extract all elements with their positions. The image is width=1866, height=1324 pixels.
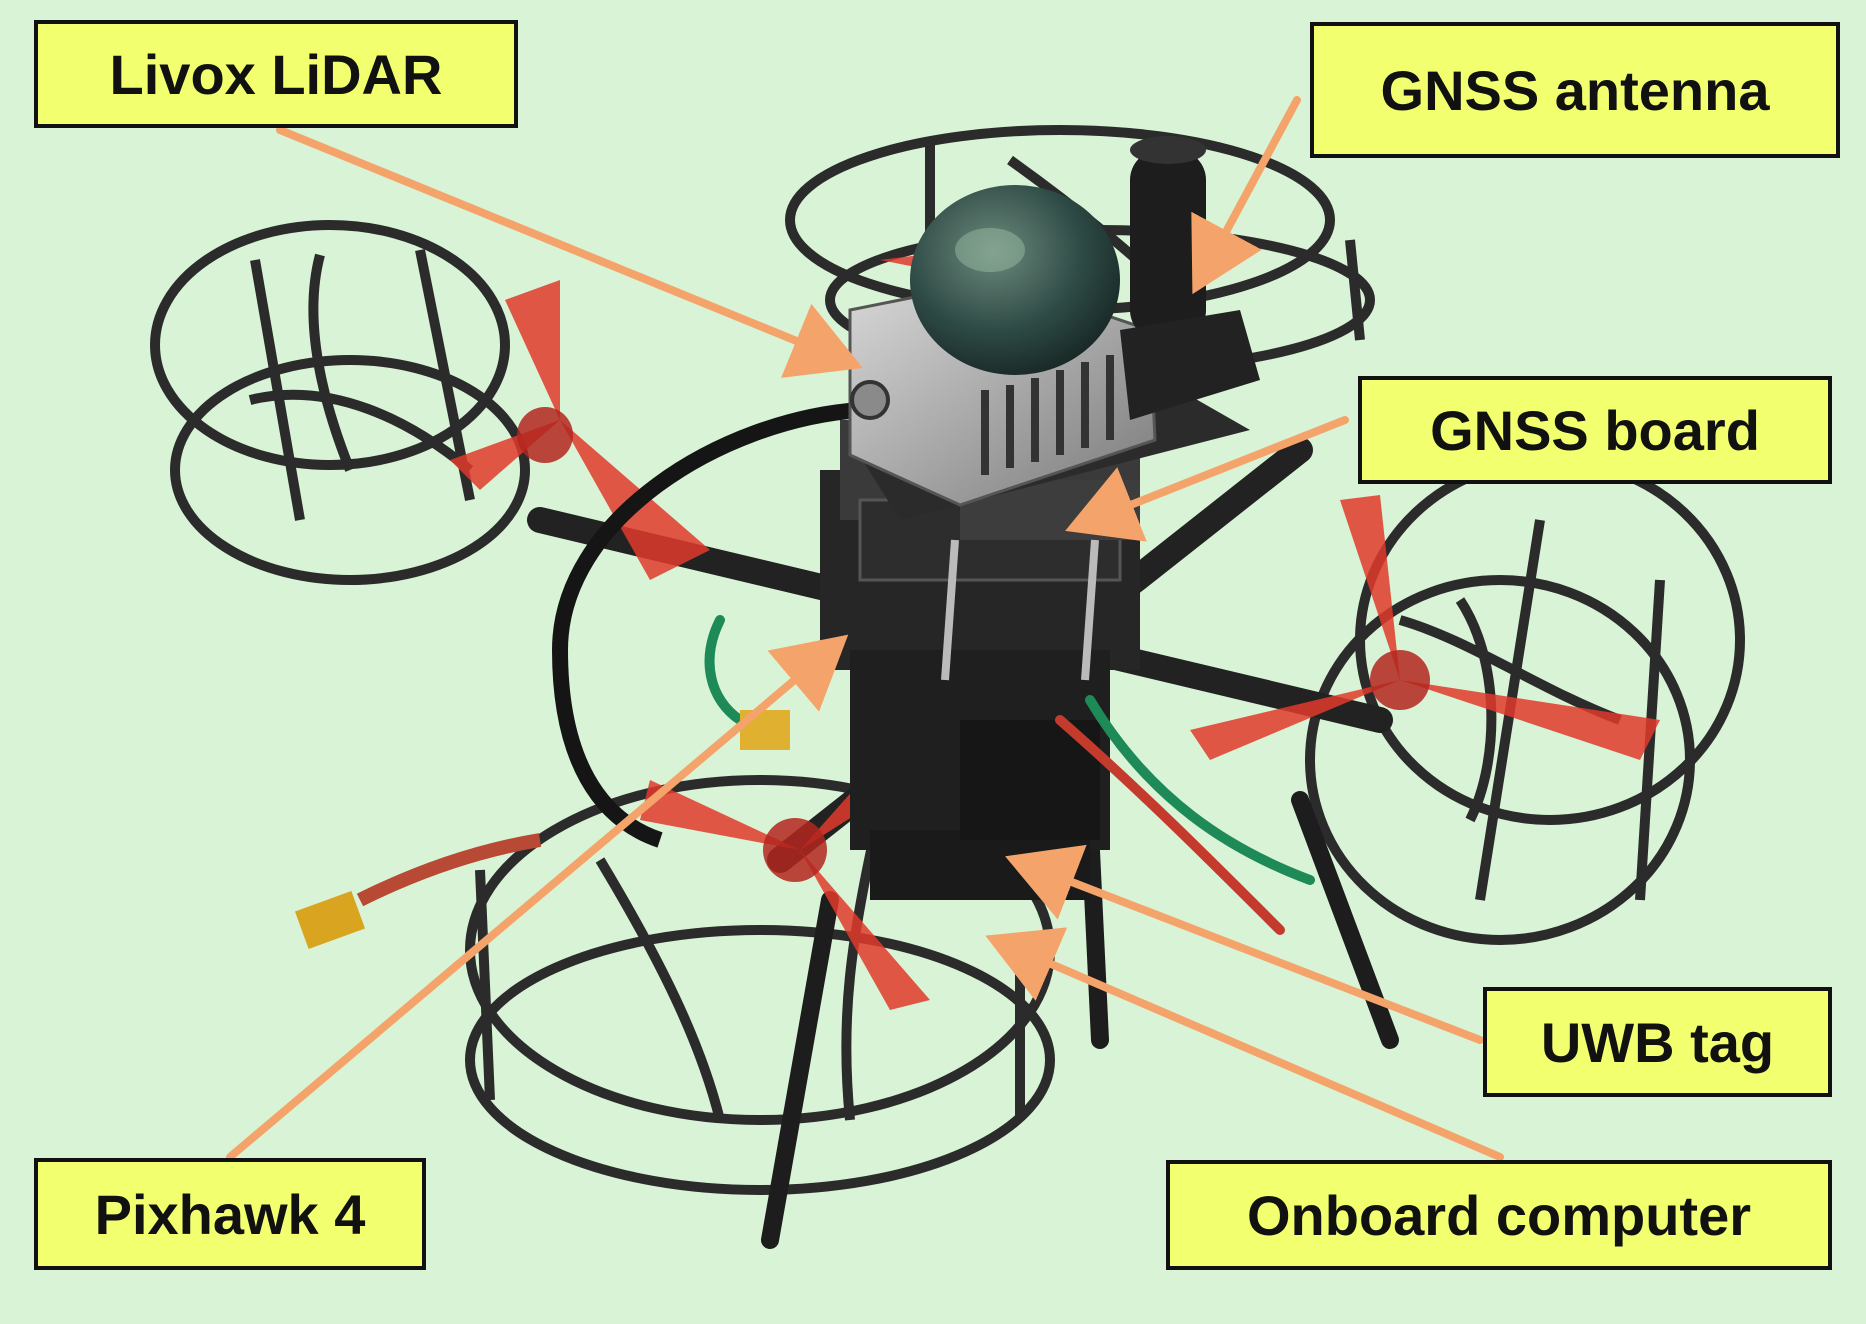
lidar-shape	[848, 185, 1157, 507]
label-onboard-computer: Onboard computer	[1166, 1160, 1832, 1270]
label-livox-lidar: Livox LiDAR	[34, 20, 518, 128]
arrow-gnss-board	[1065, 416, 1349, 542]
arrow-onboard-computer	[985, 927, 1504, 1161]
standoffs	[941, 539, 1099, 681]
propellers	[450, 250, 1660, 1010]
wiring	[704, 615, 1315, 935]
label-gnss-board: GNSS board	[1358, 376, 1832, 484]
arrow-pixhawk	[226, 634, 849, 1161]
label-uwb-tag: UWB tag	[1483, 987, 1832, 1097]
callout-arrows	[226, 96, 1504, 1161]
label-gnss-antenna: GNSS antenna	[1310, 22, 1840, 158]
arrow-uwb-tag	[1005, 844, 1484, 1044]
gnss-antenna-shape	[1120, 136, 1260, 420]
arrow-lidar	[276, 126, 863, 378]
arrow-gnss-antenna	[1191, 96, 1301, 295]
label-pixhawk: Pixhawk 4	[34, 1158, 426, 1270]
guard-top-left	[150, 220, 530, 585]
lidar-cable	[551, 402, 861, 848]
